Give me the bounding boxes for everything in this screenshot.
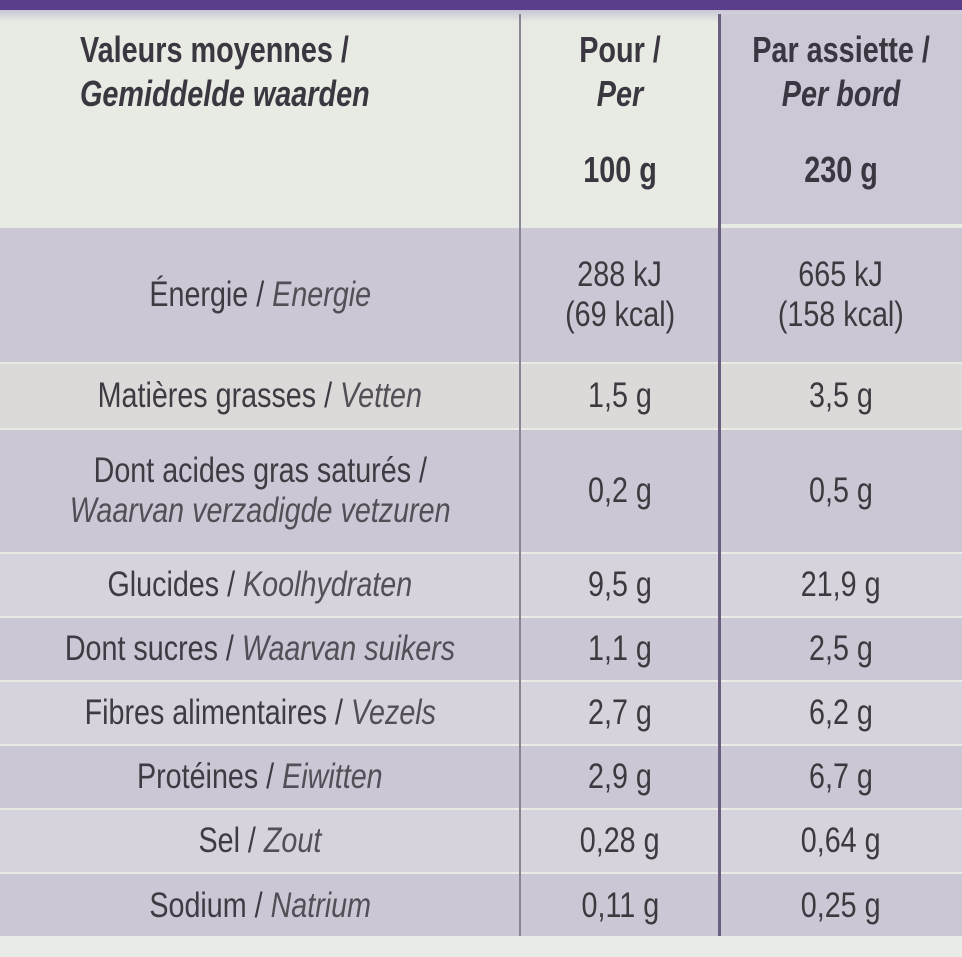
sodium-label: Sodium / Natrium — [149, 886, 371, 925]
proteins-per100: 2,9 g — [588, 757, 652, 796]
carbs-label: Glucides / Koolhydraten — [107, 565, 413, 604]
saturated-label: Dont acides gras saturés / Waarvan verza… — [69, 451, 451, 530]
salt-perplate: 0,64 g — [801, 821, 881, 860]
table-row: Sodium / Natrium 0,11 g 0,25 g — [0, 874, 962, 938]
header-perplate-fr: Par assiette / — [752, 29, 930, 70]
carbs-per100: 9,5 g — [588, 565, 652, 604]
header-per100-nl: Per — [596, 73, 644, 114]
fibres-label: Fibres alimentaires / Vezels — [84, 693, 436, 732]
column-divider-2 — [718, 14, 721, 944]
header-perplate-qty: 230 g — [804, 149, 878, 190]
saturated-per100: 0,2 g — [588, 471, 652, 510]
fibres-per100: 2,7 g — [588, 693, 652, 732]
fat-per100: 1,5 g — [588, 376, 652, 415]
fat-label: Matières grasses / Vetten — [97, 376, 423, 415]
sugars-per100: 1,1 g — [588, 629, 652, 668]
energy-per100: 288 kJ (69 kcal) — [564, 255, 676, 334]
table-row: Protéines / Eiwitten 2,9 g 6,7 g — [0, 746, 962, 808]
header-row: Valeurs moyennes / Gemiddelde waarden Po… — [0, 14, 962, 224]
table-row: Sel / Zout 0,28 g 0,64 g — [0, 810, 962, 872]
column-divider-1 — [519, 14, 521, 944]
saturated-perplate: 0,5 g — [809, 471, 873, 510]
header-per100-cell: Pour / Per 100 g — [520, 14, 720, 224]
salt-label: Sel / Zout — [198, 821, 322, 860]
table-row: Dont sucres / Waarvan suikers 1,1 g 2,5 … — [0, 618, 962, 680]
carbs-perplate: 21,9 g — [801, 565, 881, 604]
header-per100-qty: 100 g — [583, 149, 657, 190]
proteins-perplate: 6,7 g — [809, 757, 873, 796]
table-row: Fibres alimentaires / Vezels 2,7 g 6,2 g — [0, 682, 962, 744]
header-perplate-nl: Per bord — [781, 73, 901, 114]
table-row: Matières grasses / Vetten 1,5 g 3,5 g — [0, 364, 962, 428]
header-nutrient-cell: Valeurs moyennes / Gemiddelde waarden — [0, 14, 520, 224]
energy-label: Énergie / Energie — [149, 275, 371, 314]
header-nutrient-nl: Gemiddelde waarden — [80, 73, 370, 114]
sodium-per100: 0,11 g — [581, 886, 659, 925]
sodium-perplate: 0,25 g — [801, 886, 881, 925]
fat-perplate: 3,5 g — [809, 376, 873, 415]
nutrition-table: Valeurs moyennes / Gemiddelde waarden Po… — [0, 14, 962, 944]
header-per100-fr: Pour / — [579, 29, 661, 70]
top-border — [0, 0, 962, 10]
table-row: Glucides / Koolhydraten 9,5 g 21,9 g — [0, 554, 962, 616]
table-row: Énergie / Energie 288 kJ (69 kcal) 665 k… — [0, 228, 962, 362]
salt-per100: 0,28 g — [580, 821, 660, 860]
sugars-perplate: 2,5 g — [809, 629, 873, 668]
header-perplate-cell: Par assiette / Per bord 230 g — [720, 14, 962, 224]
proteins-label: Protéines / Eiwitten — [137, 757, 383, 796]
bottom-edge — [0, 936, 962, 957]
fibres-perplate: 6,2 g — [809, 693, 873, 732]
energy-perplate: 665 kJ (158 kcal) — [777, 255, 904, 334]
sugars-label: Dont sucres / Waarvan suikers — [64, 629, 456, 668]
header-nutrient-fr: Valeurs moyennes / — [80, 29, 349, 70]
table-row: Dont acides gras saturés / Waarvan verza… — [0, 430, 962, 552]
